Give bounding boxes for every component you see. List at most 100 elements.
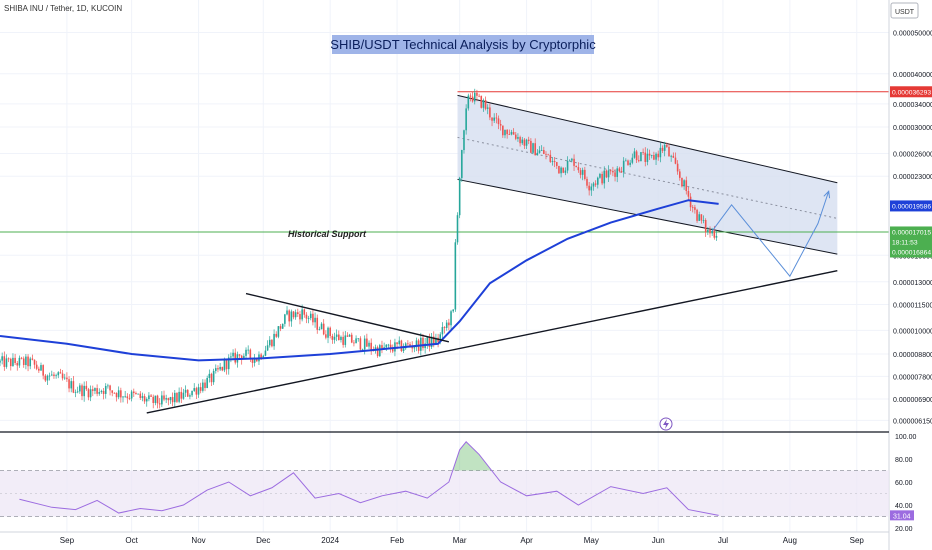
channel-lower-line (457, 178, 838, 255)
candle-body (698, 214, 701, 221)
channel-fill (457, 95, 838, 255)
candle-body (74, 391, 77, 393)
price-label-bg (890, 246, 932, 258)
candle-body (549, 154, 552, 162)
candle-body (495, 117, 498, 119)
rsi-tick-label: 80.00 (895, 457, 913, 464)
trendline-descending-resistance (245, 292, 450, 343)
candle-body (91, 389, 94, 391)
x-tick-label: Oct (125, 536, 138, 545)
candle-body (130, 391, 133, 399)
chart-title: SHIB/USDT Technical Analysis by Cryptorp… (330, 37, 596, 52)
candle-body (452, 309, 454, 312)
candle-body (370, 342, 372, 350)
trendline-rising-support (146, 270, 838, 414)
candle-body (376, 347, 379, 357)
candle-body (115, 392, 118, 398)
candle-body (279, 326, 282, 329)
candle-body (635, 151, 638, 161)
candle-body (482, 100, 485, 108)
candle-body (55, 375, 57, 377)
candle-body (247, 349, 249, 351)
candle-body (519, 137, 521, 144)
candle-body (156, 395, 159, 404)
y-tick-label: 0.000030000 (893, 125, 932, 132)
candle-body (66, 377, 68, 380)
candle-body (584, 169, 586, 179)
rsi-tick-label: 100.00 (895, 434, 917, 441)
candle-body (432, 336, 435, 344)
candle-body (536, 152, 539, 156)
candle-body (273, 333, 275, 347)
currency-button[interactable] (890, 2, 919, 19)
candle-body (316, 317, 319, 330)
candle-body (620, 171, 623, 173)
candle-body (350, 334, 353, 343)
candle-body (564, 170, 567, 173)
candle-body (694, 207, 696, 210)
candle-body (525, 139, 528, 146)
candle-body (648, 153, 651, 156)
candle-body (238, 354, 241, 356)
candle-body (53, 374, 55, 376)
candle-body (210, 373, 213, 383)
lightning-icon[interactable] (659, 417, 673, 431)
candle-body (391, 349, 394, 352)
candle-body (661, 147, 664, 151)
candle-body (366, 338, 368, 347)
candle-body (262, 355, 265, 359)
y-tick-label: 0.000011500 (893, 302, 932, 309)
candle-body (581, 169, 584, 175)
candle-body (402, 348, 405, 352)
candle-body (29, 358, 32, 367)
candle-body (622, 160, 625, 173)
candle-body (31, 358, 34, 360)
candle-body (268, 339, 271, 346)
candle-body (79, 385, 81, 392)
candle-body (70, 381, 73, 389)
candle-body (100, 390, 103, 393)
channel-upper-line (457, 94, 838, 184)
candle-body (704, 219, 707, 233)
candle-body (407, 343, 409, 345)
candle-body (141, 396, 144, 398)
candle-body (642, 152, 644, 153)
x-tick-label: Mar (453, 536, 467, 545)
candle-body (9, 358, 12, 367)
candle-body (588, 185, 590, 191)
candle-body (478, 95, 480, 97)
candle-body (672, 155, 675, 158)
candle-body (435, 337, 437, 344)
candle-body (184, 389, 187, 393)
candle-body (165, 398, 167, 400)
candle-body (44, 375, 47, 381)
candle-body (182, 392, 185, 399)
candle-body (361, 349, 364, 351)
candle-body (35, 364, 38, 369)
candle-body (577, 167, 580, 171)
candle-body (471, 96, 474, 102)
candle-body (674, 157, 677, 164)
candle-body (145, 399, 148, 402)
candle-body (603, 170, 606, 184)
candle-body (689, 196, 692, 208)
candle-body (61, 373, 64, 379)
candle-body (38, 368, 40, 371)
candle-body (178, 391, 180, 402)
y-tick-label: 0.000034000 (893, 102, 932, 109)
candle-body (506, 129, 508, 135)
candle-body (87, 389, 90, 398)
candle-body (657, 153, 660, 158)
candle-body (625, 160, 627, 162)
candle-body (85, 385, 88, 390)
x-tick-label: Feb (390, 536, 404, 545)
candle-body (609, 170, 612, 172)
candle-body (681, 177, 683, 187)
time-axis-ticks: Sep Oct Nov Dec 2024 Feb Mar Apr May Jun Jul Aug Sep (60, 536, 865, 545)
candle-body (650, 155, 653, 156)
candle-body (512, 132, 515, 135)
candle-body (46, 375, 49, 381)
candle-body (420, 337, 422, 351)
rsi-tick-label: 40.00 (895, 503, 913, 510)
